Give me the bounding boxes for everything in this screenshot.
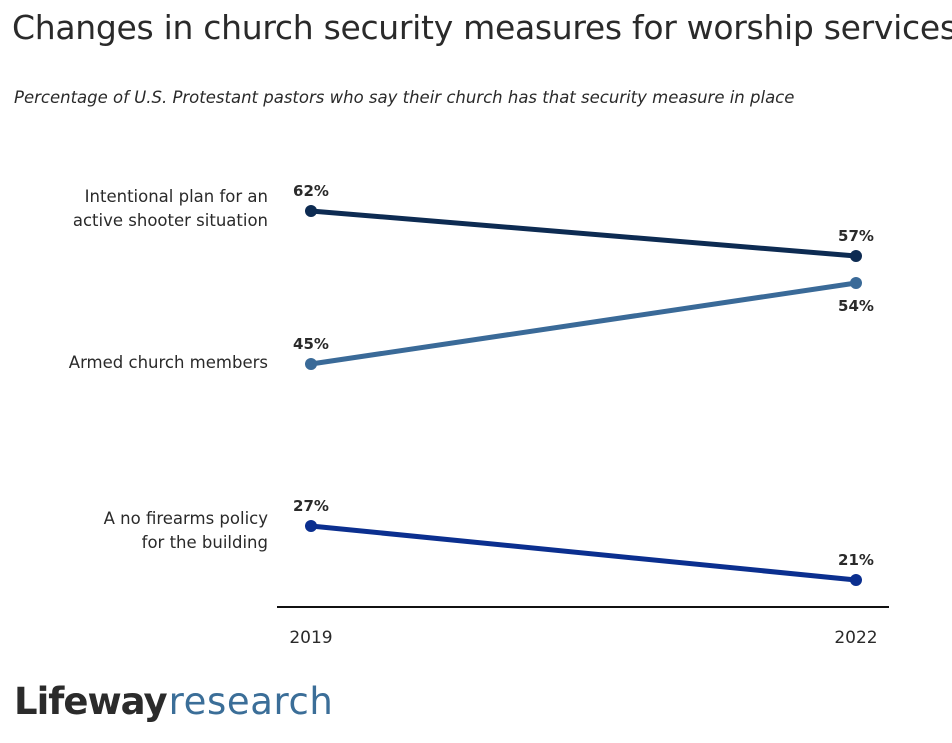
- series-line: [308, 208, 859, 259]
- series-label-line: Armed church members: [68, 353, 268, 372]
- x-tick-label: 2022: [834, 628, 877, 648]
- data-label: 62%: [293, 182, 329, 200]
- data-point: [305, 358, 317, 370]
- data-point: [850, 250, 862, 262]
- series-label-line: active shooter situation: [72, 211, 268, 230]
- series-label-line: Intentional plan for an: [84, 187, 268, 206]
- series-label-line: for the building: [141, 533, 268, 552]
- series-label-no-firearms: A no firearms policy for the building: [104, 507, 268, 555]
- series-line: [308, 280, 859, 367]
- chart-subtitle: Percentage of U.S. Protestant pastors wh…: [14, 88, 795, 107]
- logo-sub-text: research: [168, 680, 334, 723]
- series-line: [308, 523, 859, 583]
- series-label-line: A no firearms policy: [103, 509, 268, 528]
- logo-brand-text: Lifeway: [14, 680, 168, 723]
- data-point: [305, 520, 317, 532]
- lifeway-research-logo: Lifewayresearch: [14, 680, 333, 723]
- data-label: 57%: [838, 227, 874, 245]
- series-label-armed-members: Armed church members: [69, 351, 268, 375]
- data-label: 54%: [838, 297, 874, 315]
- data-label: 21%: [838, 551, 874, 569]
- data-label: 45%: [293, 335, 329, 353]
- data-point: [305, 205, 317, 217]
- x-tick-label: 2019: [289, 628, 332, 648]
- data-point: [850, 277, 862, 289]
- chart-title: Changes in church security measures for …: [12, 8, 952, 47]
- data-label: 27%: [293, 497, 329, 515]
- data-point: [850, 574, 862, 586]
- series-label-active-shooter: Intentional plan for an active shooter s…: [73, 185, 268, 233]
